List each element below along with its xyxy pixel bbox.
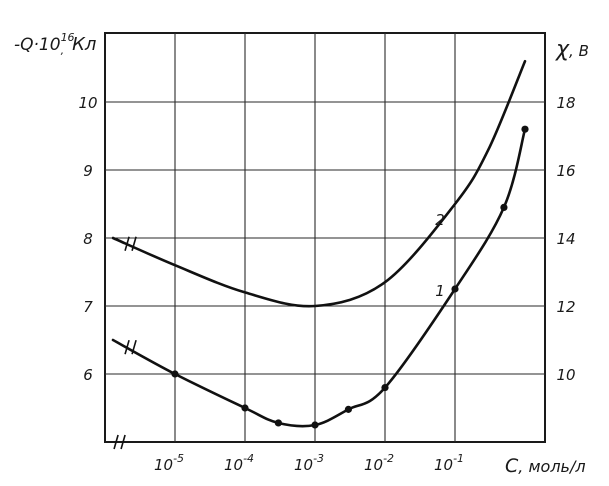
curve-break-mark-2-a xyxy=(124,236,130,251)
series-line-2 xyxy=(111,59,527,308)
x-tick-label: 10-2 xyxy=(364,452,394,474)
data-point-series-1 xyxy=(171,370,179,378)
x-axis-break-mark-b xyxy=(120,434,126,450)
data-point-series-1 xyxy=(241,404,249,412)
left-y-tick-label: 8 xyxy=(83,230,93,248)
series-label-1: 1 xyxy=(435,282,445,300)
x-tick-label: 10-5 xyxy=(154,452,184,474)
series-label-2: 2 xyxy=(435,211,445,229)
left-y-axis-label: -Q·1016, Кл xyxy=(14,31,96,57)
left-y-tick-label: 6 xyxy=(83,366,93,384)
x-axis-label: C, моль/л xyxy=(505,455,586,477)
data-point-series-1 xyxy=(381,384,389,392)
data-point-series-1 xyxy=(451,285,459,293)
data-point-series-1 xyxy=(500,203,508,211)
data-point-series-1 xyxy=(311,421,319,429)
curve-break-mark-1-a xyxy=(124,339,130,355)
right-y-tick-label: 12 xyxy=(556,298,575,316)
right-y-tick-label: 16 xyxy=(556,162,575,180)
x-tick-label: 10-1 xyxy=(434,452,464,474)
left-y-tick-label: 10 xyxy=(78,94,97,112)
x-axis-break-mark-a xyxy=(113,434,119,450)
left-y-tick-label: 7 xyxy=(83,298,93,316)
left-y-tick-label: 9 xyxy=(83,162,93,180)
right-y-tick-label: 18 xyxy=(556,94,575,112)
curve-break-mark-2-b xyxy=(131,236,137,251)
curve-break-mark-1-b xyxy=(131,339,137,355)
data-point-series-1 xyxy=(521,125,529,133)
data-point-series-1 xyxy=(274,419,282,427)
x-tick-label: 10-3 xyxy=(294,452,324,474)
x-tick-label: 10-4 xyxy=(224,452,254,474)
right-y-tick-label: 14 xyxy=(556,230,575,248)
data-point-series-1 xyxy=(344,405,352,413)
series-line-1 xyxy=(111,127,527,428)
right-y-tick-label: 10 xyxy=(556,366,575,384)
right-y-axis-label: χ, В xyxy=(555,37,589,62)
